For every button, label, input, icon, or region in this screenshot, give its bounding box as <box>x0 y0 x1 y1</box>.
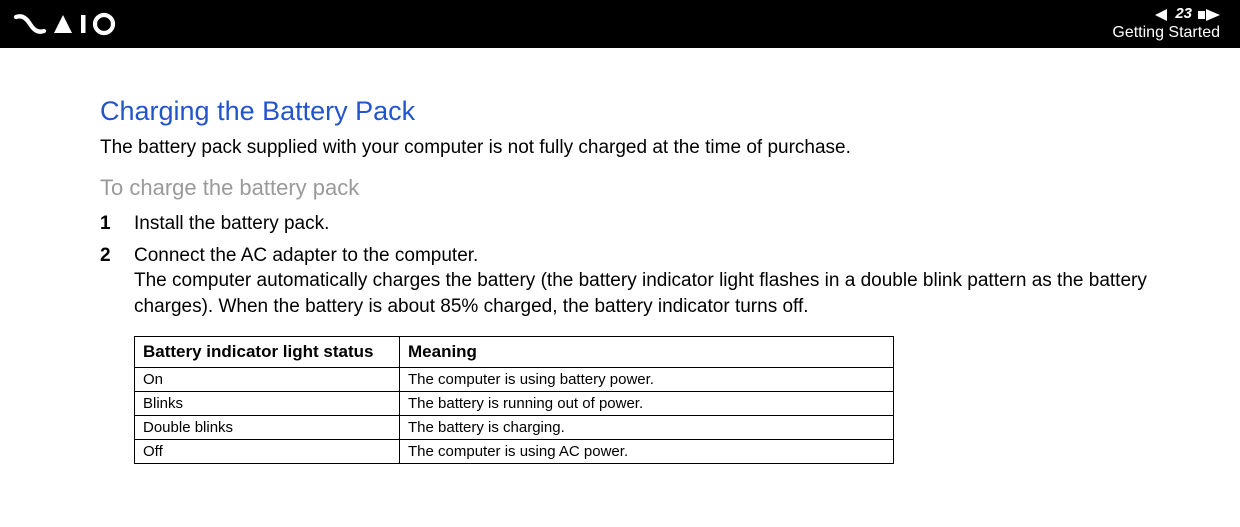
table-cell: The battery is running out of power. <box>400 391 894 415</box>
table-row: On The computer is using battery power. <box>135 367 894 391</box>
table-cell: Off <box>135 439 400 463</box>
table-header-row: Battery indicator light status Meaning <box>135 336 894 367</box>
step-number: 2 <box>100 243 134 320</box>
nav-next-icon[interactable] <box>1198 9 1220 21</box>
table-cell: The computer is using AC power. <box>400 439 894 463</box>
table-cell: The battery is charging. <box>400 415 894 439</box>
table-cell: The computer is using battery power. <box>400 367 894 391</box>
step-text: Install the battery pack. <box>134 211 1160 237</box>
table-cell: Blinks <box>135 391 400 415</box>
intro-text: The battery pack supplied with your comp… <box>100 137 1160 159</box>
step-text-main: Connect the AC adapter to the computer. <box>134 245 478 266</box>
subheading: To charge the battery pack <box>100 175 1160 201</box>
table-row: Off The computer is using AC power. <box>135 439 894 463</box>
table-row: Double blinks The battery is charging. <box>135 415 894 439</box>
page-nav: 23 <box>1112 6 1220 23</box>
step-list: 1 Install the battery pack. 2 Connect th… <box>100 211 1160 320</box>
table-header: Battery indicator light status <box>135 336 400 367</box>
list-item: 2 Connect the AC adapter to the computer… <box>100 243 1160 320</box>
table-header: Meaning <box>400 336 894 367</box>
table-row: Blinks The battery is running out of pow… <box>135 391 894 415</box>
step-text-extra: The computer automatically charges the b… <box>134 270 1147 317</box>
breadcrumb: Getting Started <box>1112 24 1220 42</box>
list-item: 1 Install the battery pack. <box>100 211 1160 237</box>
content-area: Charging the Battery Pack The battery pa… <box>0 48 1240 464</box>
table-cell: On <box>135 367 400 391</box>
header-bar: 23 Getting Started <box>0 0 1240 48</box>
table-cell: Double blinks <box>135 415 400 439</box>
battery-status-table: Battery indicator light status Meaning O… <box>134 336 894 464</box>
header-right: 23 Getting Started <box>1112 6 1220 41</box>
nav-prev-icon[interactable] <box>1155 9 1169 21</box>
step-number: 1 <box>100 211 134 237</box>
step-text: Connect the AC adapter to the computer. … <box>134 243 1160 320</box>
vaio-logo <box>14 12 134 36</box>
page-number: 23 <box>1175 6 1192 23</box>
section-title: Charging the Battery Pack <box>100 96 1160 127</box>
